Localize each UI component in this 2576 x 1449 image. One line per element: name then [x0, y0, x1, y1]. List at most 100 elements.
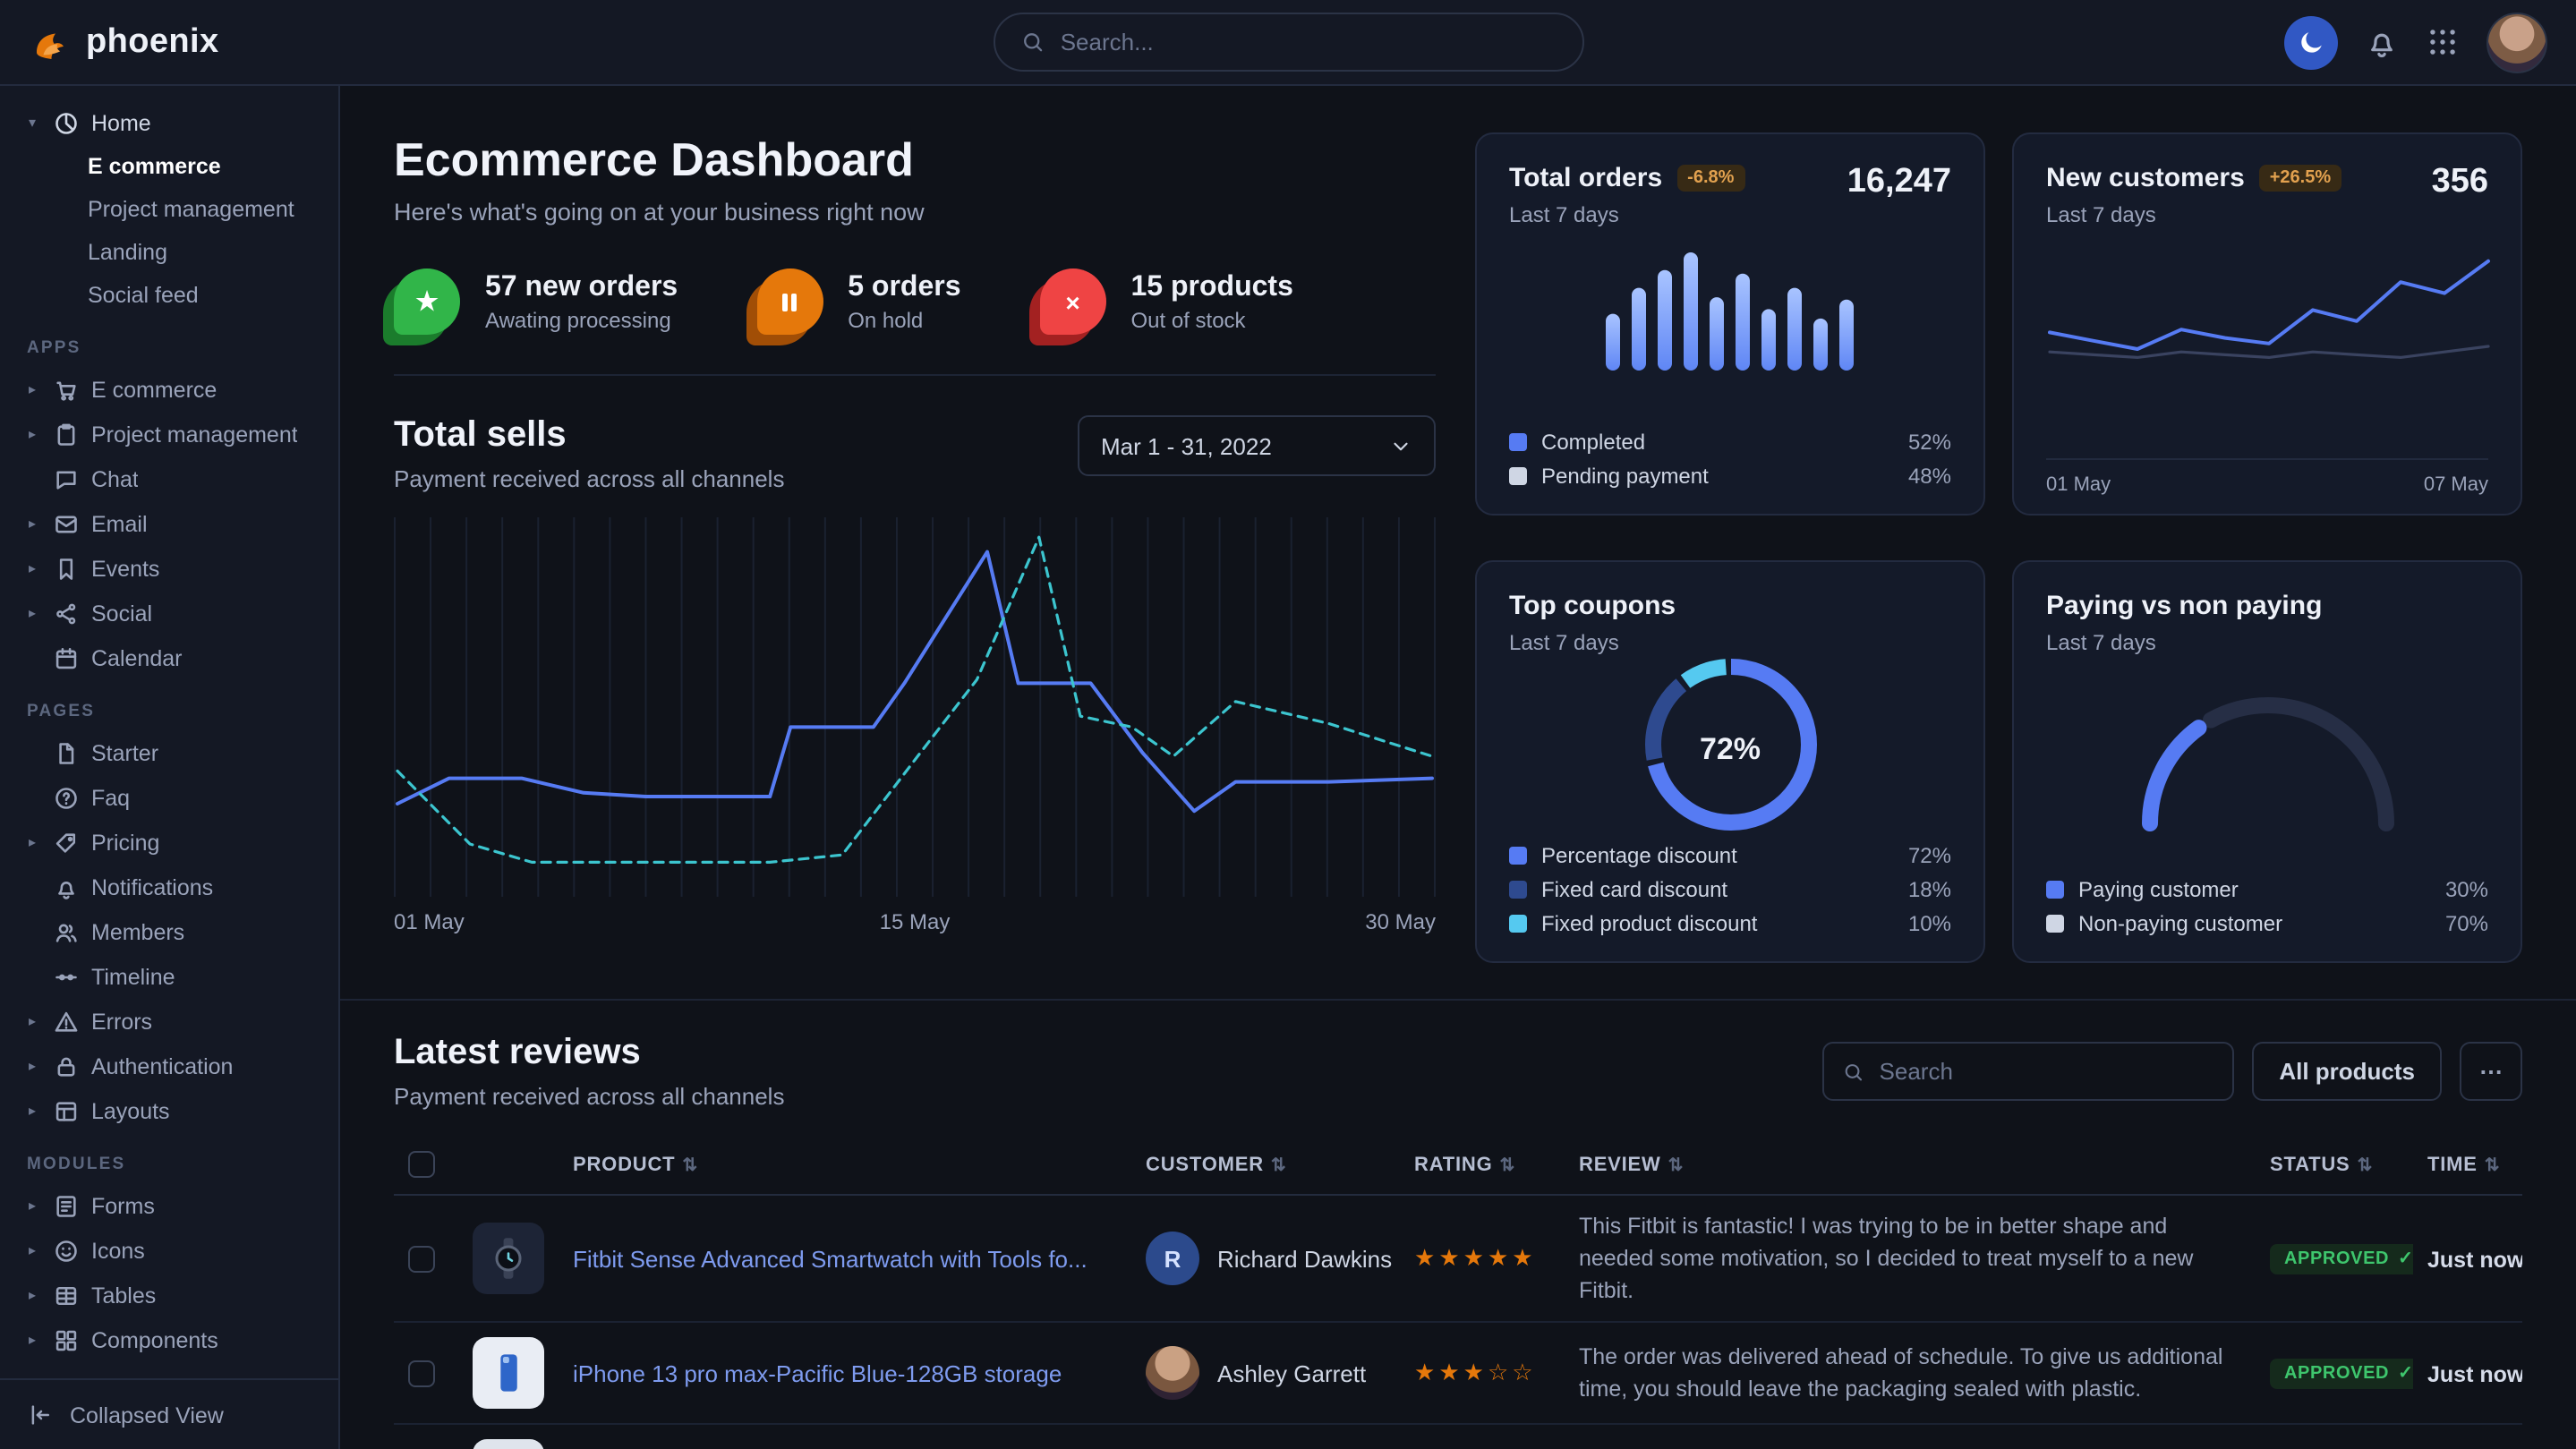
latest-reviews-title: Latest reviews	[394, 1033, 641, 1072]
brand-name: phoenix	[86, 22, 219, 60]
row-checkbox[interactable]	[408, 1245, 435, 1273]
column-product[interactable]: PRODUCT ⇅	[559, 1135, 1131, 1196]
sort-icon: ⇅	[2484, 1155, 2501, 1175]
date-range-select[interactable]: Mar 1 - 31, 2022	[1078, 415, 1436, 476]
sidebar-item-members[interactable]: Members	[0, 909, 338, 954]
product-link[interactable]: iPhone 13 pro max-Pacific Blue-128GB sto…	[573, 1360, 1062, 1387]
all-products-button[interactable]: All products	[2252, 1042, 2442, 1101]
sidebar-item-tables[interactable]: ▸ Tables	[0, 1273, 338, 1317]
smartwatch-image	[495, 1238, 522, 1280]
chevron-down-icon	[1389, 434, 1412, 457]
sidebar-item-timeline[interactable]: Timeline	[0, 954, 338, 999]
sidebar-item-errors[interactable]: ▸ Errors	[0, 999, 338, 1044]
form-icon	[54, 1193, 79, 1218]
chevron-right-icon: ▸	[28, 1332, 36, 1348]
column-customer[interactable]: CUSTOMER ⇅	[1131, 1135, 1400, 1196]
sidebar-item-email[interactable]: ▸ Email	[0, 501, 338, 546]
global-search-input[interactable]	[1060, 29, 1557, 55]
select-all-header[interactable]	[394, 1135, 458, 1196]
sidebar-item-label: Layouts	[91, 1098, 170, 1123]
sidebar-item-label: Email	[91, 511, 148, 536]
sidebar-item-calendar[interactable]: Calendar	[0, 635, 338, 680]
reviews-table: PRODUCT ⇅ CUSTOMER ⇅ RATING ⇅ REVIEW ⇅ STATU…	[394, 1135, 2522, 1449]
star-filled-icon: ★	[1463, 1244, 1488, 1272]
sidebar-item-project-management[interactable]: Project management	[88, 197, 294, 222]
sidebar-item-forms[interactable]: ▸ Forms	[0, 1183, 338, 1228]
legend-swatch	[1509, 880, 1527, 898]
sidebar-item-project-management[interactable]: ▸ Project management	[0, 412, 338, 456]
notifications-button[interactable]	[2365, 25, 2399, 59]
sidebar-item-components[interactable]: ▸ Components	[0, 1317, 338, 1362]
dark-mode-toggle[interactable]	[2284, 15, 2338, 69]
status-badge: APPROVED ✓	[2270, 1359, 2413, 1390]
product-image-smartwatch[interactable]	[473, 1223, 544, 1295]
chevron-right-icon: ▸	[28, 426, 36, 442]
x-tick: 01 May	[394, 909, 465, 934]
new-customers-card: New customers +26.5% Last 7 days 356 01 …	[2012, 132, 2522, 516]
legend-row: Percentage discount 72%	[1509, 838, 1951, 872]
moon-icon	[2297, 28, 2325, 56]
review-time: Just now	[2427, 1361, 2522, 1387]
row-checkbox[interactable]	[408, 1360, 435, 1387]
sidebar-item-label: Project management	[91, 422, 298, 447]
sidebar-item-home[interactable]: ▾ Home	[0, 100, 338, 145]
chevron-right-icon: ▸	[28, 1058, 36, 1074]
product-link[interactable]: Fitbit Sense Advanced Smartwatch with To…	[573, 1245, 1088, 1273]
sidebar-item-starter[interactable]: Starter	[0, 730, 338, 775]
paying-gauge-chart	[2141, 697, 2393, 831]
column-time[interactable]: TIME ⇅	[2413, 1135, 2522, 1196]
search-icon	[1019, 29, 1045, 55]
new-customers-value: 356	[2431, 163, 2488, 200]
sidebar-item-landing[interactable]: Landing	[88, 240, 167, 265]
column-status[interactable]: STATUS ⇅	[2256, 1135, 2413, 1196]
timeline-icon	[54, 964, 79, 989]
apps-grid-button[interactable]	[2426, 25, 2460, 59]
table-icon	[54, 1283, 79, 1308]
legend-row: Pending payment 48%	[1509, 458, 1951, 492]
sidebar-item-layouts[interactable]: ▸ Layouts	[0, 1088, 338, 1133]
legend-value: 48%	[1907, 463, 1951, 488]
sidebar-item-e-commerce[interactable]: ▸ E commerce	[0, 367, 338, 412]
legend-swatch	[1509, 432, 1527, 450]
user-avatar[interactable]	[2486, 12, 2547, 72]
product-image[interactable]	[473, 1439, 544, 1449]
phoenix-logo-icon	[37, 32, 64, 58]
legend-label: Fixed product discount	[1541, 910, 1758, 935]
sidebar-item-faq[interactable]: Faq	[0, 775, 338, 820]
sidebar-item-social[interactable]: ▸ Social	[0, 591, 338, 635]
stat-out-of-stock: × 15 products Out of stock	[1039, 268, 1293, 335]
sidebar-item-events[interactable]: ▸ Events	[0, 546, 338, 591]
collapsed-view-toggle[interactable]: Collapsed View	[0, 1378, 338, 1449]
sidebar-item-authentication[interactable]: ▸ Authentication	[0, 1044, 338, 1088]
chevron-right-icon: ▸	[28, 605, 36, 621]
total-orders-card: Total orders -6.8% Last 7 days 16,247 Co…	[1475, 132, 1985, 516]
x-tick: 07 May	[2423, 474, 2488, 496]
sidebar-item-social-feed[interactable]: Social feed	[88, 283, 199, 308]
mail-icon	[54, 511, 79, 536]
sidebar-item-label: Notifications	[91, 874, 214, 899]
sidebar-item-label: Members	[91, 919, 185, 944]
sidebar-item-chat[interactable]: Chat	[0, 456, 338, 501]
reviews-search-input[interactable]	[1879, 1058, 2215, 1085]
legend-label: Paying customer	[2078, 876, 2239, 901]
stat-caption: On hold	[848, 307, 924, 332]
sidebar-item-icons[interactable]: ▸ Icons	[0, 1228, 338, 1273]
sort-icon: ⇅	[1499, 1155, 1516, 1175]
sidebar-item-notifications[interactable]: Notifications	[0, 865, 338, 909]
brand-logo[interactable]: phoenix	[29, 21, 340, 64]
sidebar-item-e-commerce[interactable]: E commerce	[88, 154, 221, 179]
dashboard-left-column: Ecommerce Dashboard Here's what's going …	[394, 132, 1436, 963]
check-icon: ✓	[2398, 1364, 2413, 1385]
share-icon	[54, 601, 79, 626]
column-review[interactable]: REVIEW ⇅	[1565, 1135, 2256, 1196]
more-options-button[interactable]: ⋯	[2460, 1042, 2522, 1101]
customer-cell[interactable]: R Richard Dawkins	[1146, 1232, 1392, 1286]
column-rating[interactable]: RATING ⇅	[1400, 1135, 1565, 1196]
sidebar-item-pricing[interactable]: ▸ Pricing	[0, 820, 338, 865]
total-orders-value: 16,247	[1847, 163, 1951, 200]
customer-cell[interactable]: Ashley Garrett	[1146, 1346, 1386, 1401]
legend-label: Non-paying customer	[2078, 910, 2283, 935]
select-all-checkbox[interactable]	[408, 1151, 435, 1178]
page-title: Ecommerce Dashboard	[394, 132, 914, 186]
product-image-phone[interactable]	[473, 1337, 544, 1410]
